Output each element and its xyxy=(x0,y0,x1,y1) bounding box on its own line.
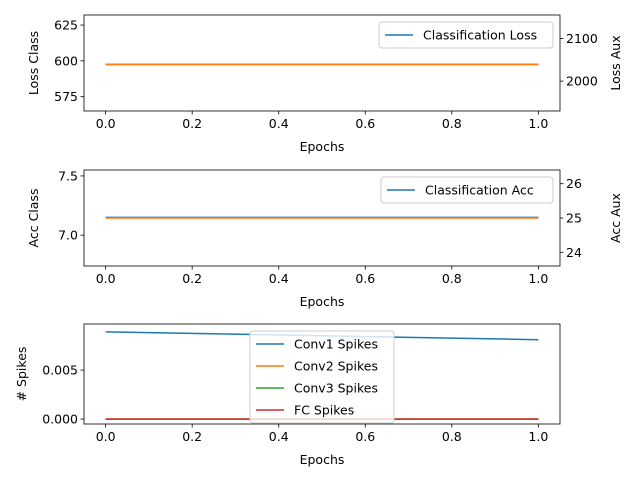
y-right-axis-label: Acc Aux xyxy=(608,193,623,243)
plot-frame xyxy=(83,323,561,425)
subplot-2: 0.0 0.2 0.4 0.6 0.8 1.0 7.0 7.5 24 25 26 Epochs Acc … xyxy=(26,168,623,309)
y-axis-label: # Spikes xyxy=(14,347,29,402)
legend-entry: Conv3 Spikes xyxy=(294,381,378,396)
legend-entry: Classification Loss xyxy=(423,28,537,43)
x-axis-label: Epochs xyxy=(300,139,345,154)
plot-frame xyxy=(83,14,561,112)
legend-box xyxy=(378,21,554,49)
x-tick-label: 0.2 xyxy=(182,271,202,286)
x-axis-label: Epochs xyxy=(300,294,345,309)
legend: Classification Loss xyxy=(378,21,554,49)
legend: Conv1 Spikes Conv2 Spikes Conv3 Spikes FC S… xyxy=(249,330,395,424)
y-right-tick-label: 25 xyxy=(566,211,582,226)
legend-entry: Classification Acc xyxy=(425,183,534,198)
y-tick-label: 7.0 xyxy=(58,228,78,243)
y-right-axis-label: Loss Aux xyxy=(608,35,623,90)
legend-box xyxy=(249,330,395,424)
x-tick-label: 0.0 xyxy=(96,271,116,286)
x-tick-label: 0.8 xyxy=(442,429,462,444)
x-axis-label: Epochs xyxy=(300,452,345,467)
x-tick-label: 0.4 xyxy=(269,271,289,286)
x-tick-label: 0.4 xyxy=(269,429,289,444)
x-tick-label: 0.6 xyxy=(355,116,375,131)
y-right-tick-label: 26 xyxy=(566,176,582,191)
legend-entry: FC Spikes xyxy=(294,403,354,418)
x-tick-label: 0.6 xyxy=(355,271,375,286)
y-right-tick-label: 24 xyxy=(566,245,582,260)
y-right-tick-label: 2000 xyxy=(566,74,598,89)
y-axis-label: Loss Class xyxy=(26,31,41,95)
y-tick-label: 7.5 xyxy=(58,168,78,183)
y-tick-label: 0.000 xyxy=(42,412,78,427)
x-tick-label: 1.0 xyxy=(528,116,548,131)
x-tick-label: 0.0 xyxy=(96,429,116,444)
x-tick-label: 1.0 xyxy=(528,429,548,444)
legend-entry: Conv1 Spikes xyxy=(294,337,378,352)
y-right-tick-label: 2100 xyxy=(566,31,598,46)
subplot-1: 0.0 0.2 0.4 0.6 0.8 1.0 575 600 625 2000 2100 Epoch… xyxy=(26,14,623,154)
y-tick-label: 600 xyxy=(54,53,78,68)
y-axis-label: Acc Class xyxy=(26,189,41,248)
subplot-3: 0.0 0.2 0.4 0.6 0.8 1.0 0.000 0.005 Epochs # Spik… xyxy=(14,323,561,467)
y-tick-label: 575 xyxy=(54,89,78,104)
x-tick-label: 0.2 xyxy=(182,429,202,444)
legend: Classification Acc xyxy=(380,176,554,204)
x-tick-label: 0.0 xyxy=(96,116,116,131)
x-tick-label: 0.2 xyxy=(182,116,202,131)
legend-entry: Conv2 Spikes xyxy=(294,359,378,374)
legend-box xyxy=(380,176,554,204)
x-tick-label: 0.6 xyxy=(355,429,375,444)
y-tick-label: 625 xyxy=(54,18,78,33)
y-tick-label: 0.005 xyxy=(42,363,78,378)
x-tick-label: 0.8 xyxy=(442,116,462,131)
x-tick-label: 0.4 xyxy=(269,116,289,131)
x-tick-label: 0.8 xyxy=(442,271,462,286)
x-tick-label: 1.0 xyxy=(528,271,548,286)
